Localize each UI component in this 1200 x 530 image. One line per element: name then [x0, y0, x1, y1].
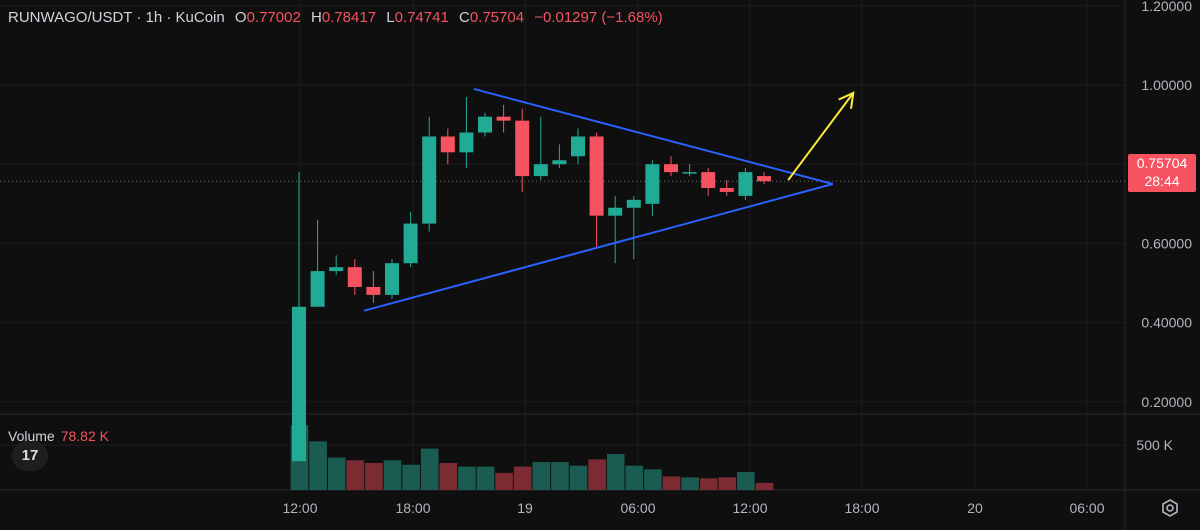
volume-bar	[365, 463, 383, 490]
low-label: L	[386, 9, 395, 26]
volume-bar	[625, 465, 644, 490]
candle-body	[608, 207, 623, 216]
candle-body	[422, 136, 437, 224]
volume-bar	[476, 466, 495, 490]
volume-bar	[383, 460, 402, 490]
x-axis: 12:00 18:00 19 06:00 12:00 18:00 20 06:00	[282, 500, 1104, 516]
volume-bar	[346, 460, 365, 490]
volume-bar	[551, 462, 569, 490]
candle-body	[626, 199, 641, 208]
breakout-arrow-head	[838, 91, 855, 109]
x-tick-label: 18:00	[844, 500, 879, 516]
x-tick-label: 12:00	[282, 500, 317, 516]
volume-bar	[699, 478, 718, 490]
symbol-title[interactable]: RUNWAGO/USDT · 1h · KuCoin	[8, 9, 225, 26]
candle-body	[459, 132, 474, 153]
candle-body	[664, 164, 678, 173]
open-value: 0.77002	[246, 9, 301, 26]
grid	[0, 0, 1125, 490]
chart-header: RUNWAGO/USDT · 1h · KuCoin O0.77002 H0.7…	[8, 9, 663, 26]
candle-body	[589, 136, 604, 216]
volume-legend[interactable]: Volume 78.82 K	[8, 428, 109, 444]
candle-body	[571, 136, 585, 157]
volume-bars	[290, 425, 774, 490]
volume-bar	[755, 482, 774, 490]
candle-body	[645, 164, 660, 204]
volume-bar	[327, 457, 346, 490]
candle-body	[366, 286, 381, 295]
x-tick-label: 06:00	[1069, 500, 1104, 516]
triangle-trendline	[363, 183, 834, 312]
volume-bar	[402, 464, 420, 490]
candle-body	[385, 263, 399, 295]
volume-bar	[718, 477, 737, 490]
volume-bar	[513, 466, 532, 490]
x-tick-label: 12:00	[732, 500, 767, 516]
y-tick-label: 0.20000	[1141, 394, 1192, 410]
volume-bar	[588, 459, 606, 490]
candle-body	[292, 306, 306, 462]
x-tick-label: 18:00	[395, 500, 430, 516]
volume-bar	[458, 466, 476, 490]
volume-tick-label: 500 K	[1136, 437, 1173, 453]
candle-body	[515, 120, 530, 177]
volume-bar	[737, 472, 755, 490]
last-price: 0.75704	[1136, 155, 1188, 171]
volume-value: 78.82 K	[60, 428, 109, 444]
open-label: O	[234, 9, 247, 26]
candle-body	[403, 223, 418, 264]
candles	[292, 96, 771, 462]
candle-body	[701, 172, 716, 188]
low-value: 0.74741	[394, 9, 449, 26]
trendlines	[363, 87, 855, 312]
candle-body	[719, 187, 734, 192]
candle-body	[682, 172, 697, 174]
y-tick-label: 1.00000	[1141, 77, 1192, 93]
candle-body	[478, 116, 492, 133]
bar-countdown: 28:44	[1144, 173, 1180, 189]
volume-bar	[309, 441, 327, 490]
candle-body	[552, 160, 567, 165]
volume-label: Volume	[8, 428, 55, 444]
candle-body	[496, 116, 511, 121]
volume-bar	[606, 454, 625, 490]
breakout-arrow	[787, 92, 855, 181]
volume-bar	[681, 477, 699, 490]
gear-icon[interactable]	[1160, 498, 1180, 518]
y-axis: 1.200001.000000.800000.600000.400000.200…	[1136, 0, 1192, 453]
volume-bar	[569, 465, 588, 490]
volume-bar	[495, 472, 513, 490]
x-tick-label: 20	[967, 500, 983, 516]
close-label: C	[458, 9, 470, 26]
candle-body	[738, 172, 753, 196]
high-value: 0.78417	[321, 9, 377, 26]
volume-bar	[439, 463, 458, 490]
y-tick-label: 0.40000	[1141, 315, 1192, 331]
high-label: H	[310, 9, 322, 26]
candle-body	[757, 176, 771, 182]
last-price-tag: 0.75704 28:44	[1128, 154, 1196, 192]
volume-bar	[662, 476, 681, 490]
tradingview-logo[interactable]: 17	[12, 441, 48, 471]
candle-body	[347, 267, 362, 287]
y-tick-label: 1.20000	[1141, 0, 1192, 14]
candle-body	[329, 267, 344, 272]
x-tick-label: 19	[517, 500, 533, 516]
candle-body	[440, 136, 455, 153]
close-value: 0.75704	[469, 9, 525, 26]
change-value: −0.01297 (−1.68%)	[534, 9, 663, 26]
volume-bar	[420, 448, 439, 490]
y-tick-label: 0.60000	[1141, 235, 1192, 251]
x-tick-label: 06:00	[620, 500, 655, 516]
volume-bar	[532, 462, 551, 490]
candle-body	[310, 271, 325, 307]
volume-bar	[644, 469, 662, 490]
triangle-trendline	[473, 87, 834, 185]
candle-body	[533, 164, 548, 177]
